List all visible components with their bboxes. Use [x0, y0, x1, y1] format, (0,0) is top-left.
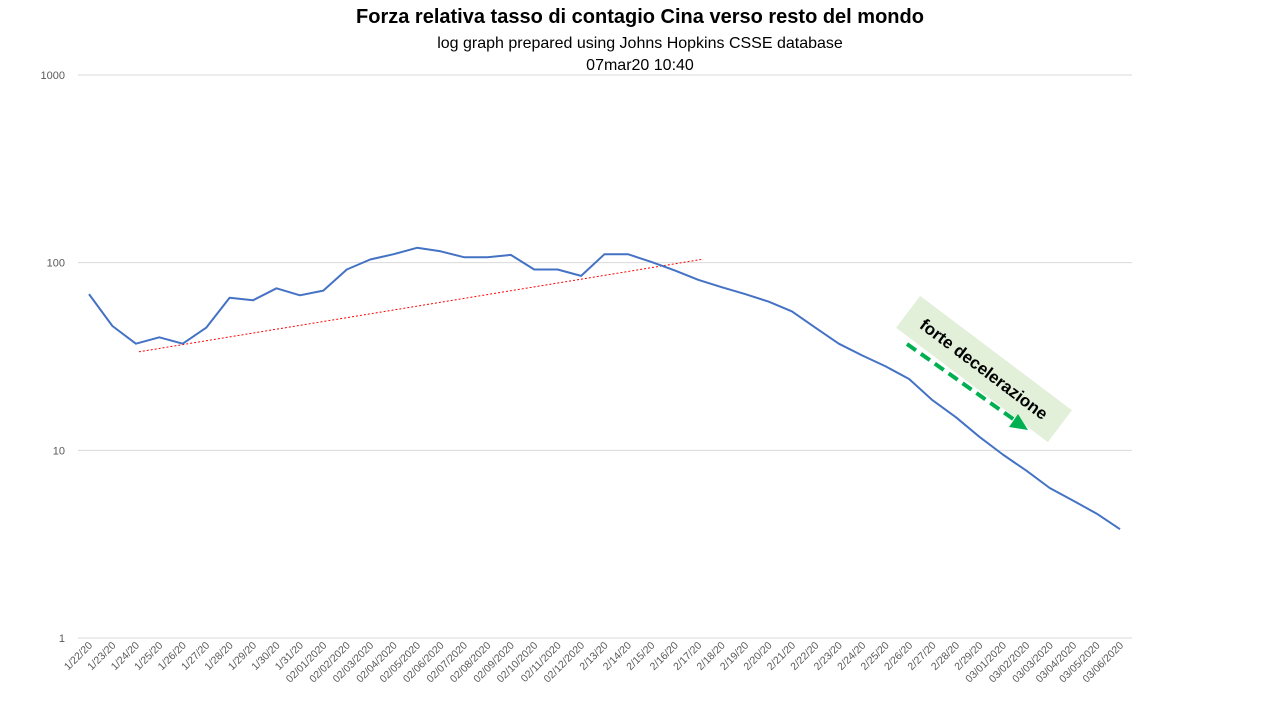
x-axis-ticks: 1/22/201/23/201/24/201/25/201/26/201/27/… — [62, 640, 1126, 686]
annotation-group: forte decelerazione — [896, 295, 1072, 443]
annotation-background — [896, 295, 1072, 443]
y-tick-label: 10 — [53, 445, 65, 457]
chart-title: Forza relativa tasso di contagio Cina ve… — [356, 6, 924, 28]
trendline — [138, 258, 702, 353]
chart-timestamp: 07mar20 10:40 — [586, 57, 694, 74]
chart-subtitle: log graph prepared using Johns Hopkins C… — [437, 35, 843, 52]
y-tick-label: 100 — [47, 258, 65, 270]
annotation-callout: forte decelerazione — [896, 295, 1072, 443]
y-tick-label: 1 — [59, 633, 65, 645]
series-group — [88, 246, 1121, 531]
annotation-arrowhead — [1009, 414, 1028, 430]
y-axis-ticks: 1 10 100 1000 — [41, 70, 65, 645]
y-tick-label: 1000 — [41, 70, 65, 82]
annotation-arrow — [905, 342, 1018, 423]
gridlines — [78, 74, 1132, 639]
trendline-group — [138, 258, 702, 353]
annotation-label: forte decelerazione — [916, 315, 1051, 423]
series-line-0 — [88, 246, 1121, 531]
